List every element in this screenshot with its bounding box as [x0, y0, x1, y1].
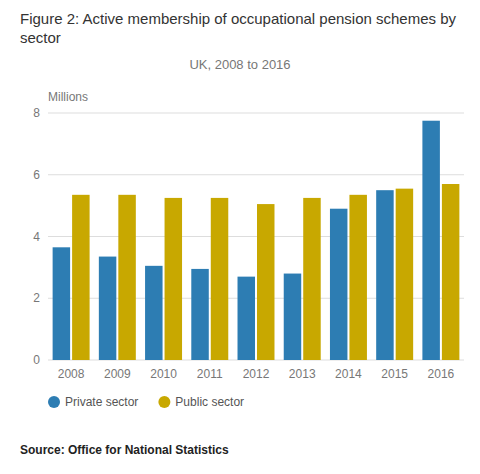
source: Source: Office for National Statistics [20, 443, 229, 457]
y-tick-label: 6 [33, 168, 40, 182]
bar [238, 277, 255, 360]
bar [257, 204, 274, 360]
bar [349, 195, 366, 360]
y-tick-label: 2 [33, 291, 40, 305]
bar [422, 121, 439, 360]
bar [376, 190, 393, 360]
bar [211, 198, 228, 360]
title: Figure 2: Active membership of occupatio… [20, 10, 457, 46]
chart: Figure 2: Active membership of occupatio… [0, 0, 480, 474]
bar [165, 198, 182, 360]
bar [330, 209, 347, 360]
bar [442, 184, 459, 360]
bars [53, 121, 460, 360]
bar [396, 189, 413, 360]
legend-label: Public sector [175, 395, 244, 409]
x-tick-label: 2011 [197, 367, 223, 381]
x-tick-label: 2008 [58, 367, 85, 381]
y-tick-label: 4 [33, 230, 40, 244]
bar [72, 195, 89, 360]
bar [284, 274, 301, 360]
legend-label: Private sector [65, 395, 138, 409]
x-tick-label: 2015 [381, 367, 408, 381]
y-tick-label: 0 [33, 353, 40, 367]
grid-line [48, 174, 464, 175]
x-tick-label: 2016 [428, 367, 455, 381]
title-line: Figure 2: Active membership of occupatio… [20, 10, 457, 27]
y-tick-label: 8 [33, 106, 40, 120]
x-tick-label: 2014 [335, 367, 362, 381]
bar [99, 257, 116, 360]
bar [191, 269, 208, 360]
grid-line [48, 113, 464, 114]
x-tick-label: 2009 [104, 367, 131, 381]
x-tick-label: 2013 [289, 367, 316, 381]
bar [53, 247, 70, 360]
bar [145, 266, 162, 360]
legend-marker [48, 396, 60, 408]
title-line: sector [20, 29, 61, 46]
bar [303, 198, 320, 360]
bar [118, 195, 135, 360]
legend-marker [158, 396, 170, 408]
y-axis-label: Millions [48, 90, 88, 104]
x-tick-label: 2010 [150, 367, 177, 381]
subtitle: UK, 2008 to 2016 [189, 57, 290, 72]
x-tick-label: 2012 [243, 367, 270, 381]
